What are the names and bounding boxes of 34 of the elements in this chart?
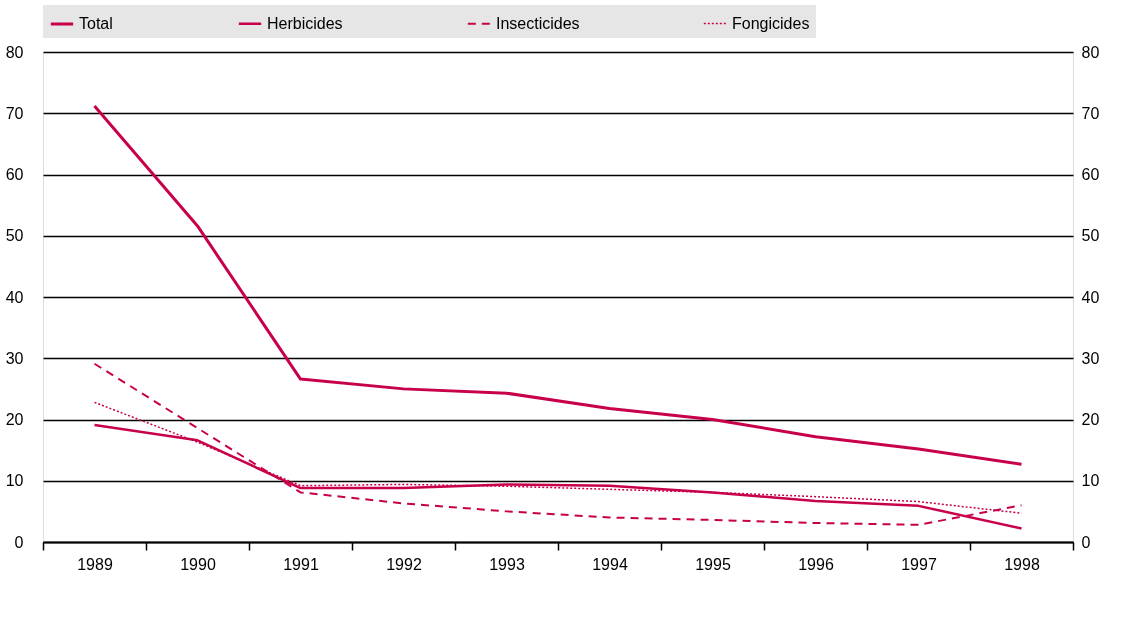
line-series [93,362,1023,526]
y-tick-label: 50 [5,227,24,245]
x-tick-label: 1995 [695,555,731,573]
x-tick-label: 1991 [283,555,319,573]
y-tick-label: 60 [5,166,24,183]
y2-tick-label: 0 [1081,533,1091,551]
y2-tick-label: 80 [1081,43,1100,61]
line-series [93,104,1023,466]
legend-label: Herbicides [267,14,343,32]
y2-tick-label: 20 [1081,411,1100,428]
y2-tick-label: 60 [1081,166,1100,183]
x-tick-label: 1996 [798,555,834,573]
x-tick-label: 1994 [592,555,628,573]
x-tick-label: 1997 [901,555,937,573]
x-tick-label: 1992 [386,555,422,573]
x-tick-label: 1990 [180,555,216,573]
x-tick-label: 1993 [489,555,525,573]
legend-label: Total [79,15,113,32]
y-tick-label: 70 [5,104,24,122]
y-tick-label: 30 [5,349,24,367]
y-tick-label: 40 [5,288,24,306]
y-tick-label: 20 [5,411,24,428]
legend-label: Insecticides [496,14,580,32]
y-tick-label: 80 [5,43,24,61]
legend-label: Fongicides [732,14,810,32]
x-tick-label: 1998 [1004,555,1040,573]
x-tick-label: 1989 [77,555,113,573]
y2-tick-label: 70 [1081,104,1100,122]
y-tick-label: 0 [14,533,24,551]
y2-tick-label: 30 [1081,349,1100,367]
y2-tick-label: 50 [1081,227,1100,245]
y-tick-label: 10 [5,472,24,490]
y2-tick-label: 40 [1081,288,1100,306]
y2-tick-label: 10 [1081,472,1100,490]
